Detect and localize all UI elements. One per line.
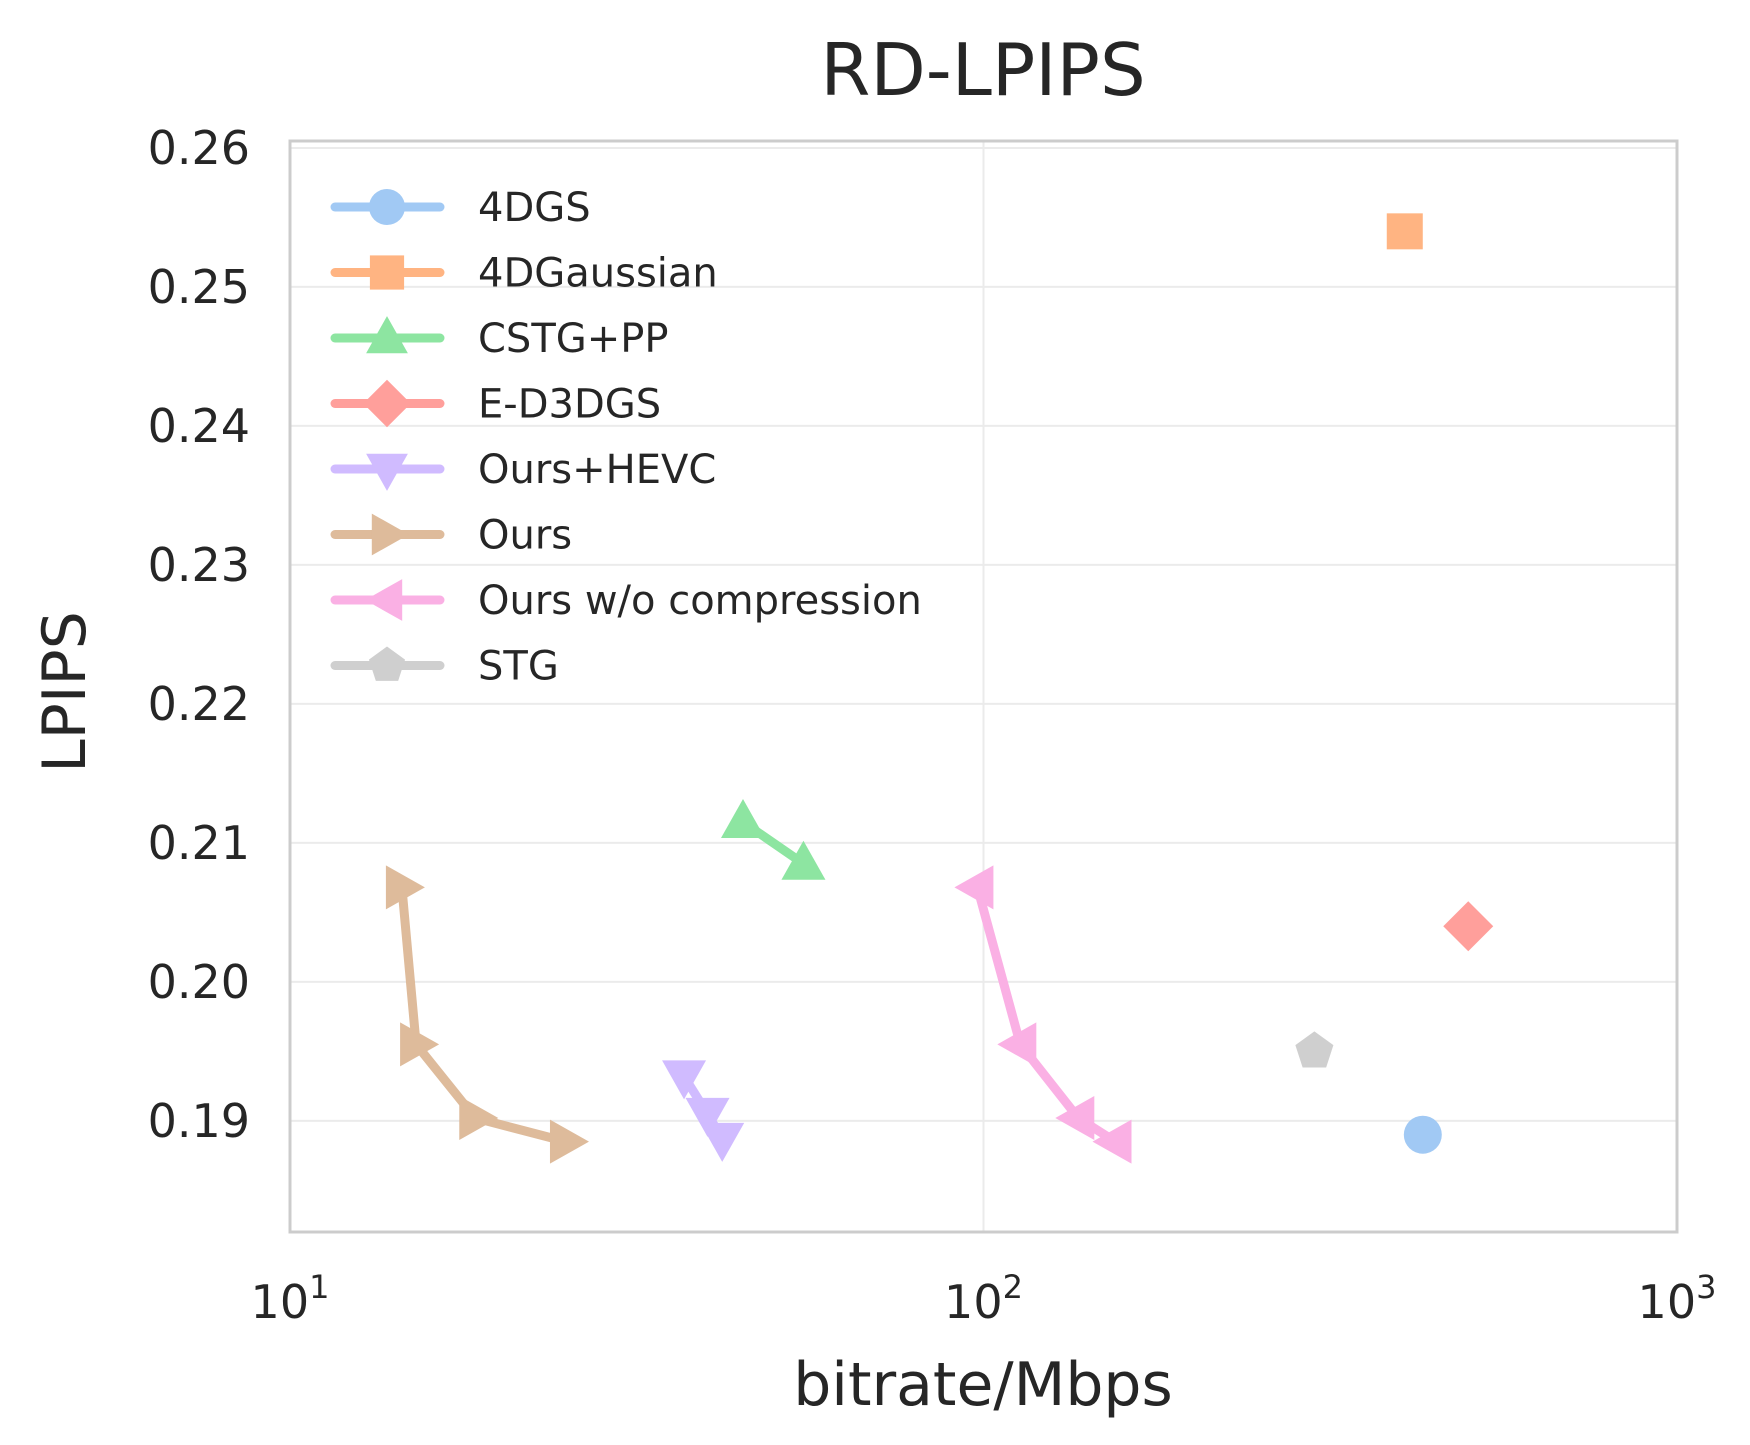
legend-item: E-D3DGS (330, 379, 661, 428)
legend-item: Ours w/o compression (330, 578, 922, 624)
series-ours (385, 865, 589, 1164)
legend-marker (371, 513, 409, 556)
legend-marker (368, 646, 406, 681)
y-tick-label: 0.21 (148, 816, 250, 870)
data-point (385, 865, 425, 910)
y-tick-label: 0.25 (148, 260, 250, 314)
series-4dgs (1403, 1115, 1442, 1154)
data-point (721, 799, 766, 839)
y-tick-label: 0.26 (148, 121, 250, 175)
legend-label: Ours w/o compression (478, 578, 922, 624)
x-tick-label: 103 (1638, 1268, 1717, 1329)
data-point (954, 865, 994, 910)
y-tick-label: 0.23 (148, 538, 250, 592)
x-axis-label: bitrate/Mbps (793, 1350, 1173, 1420)
data-point (685, 1097, 730, 1137)
series-4dgaussian (1386, 213, 1423, 250)
data-point (781, 840, 826, 880)
legend-marker (366, 453, 408, 491)
series-ours-w-o-compression (954, 865, 1132, 1164)
legend-label: 4DGaussian (478, 251, 718, 297)
series-e-d3dgs (1443, 901, 1494, 952)
series-line (972, 882, 1120, 1147)
data-point (997, 1022, 1037, 1067)
legend-label: E-D3DGS (478, 382, 661, 428)
plot-frame (288, 139, 1679, 1234)
data-point (549, 1119, 589, 1164)
y-axis-label: LPIPS (30, 611, 100, 773)
data-point (1403, 1115, 1442, 1154)
legend-label: Ours+HEVC (478, 447, 716, 493)
data-point (700, 1122, 745, 1162)
legend-item: CSTG+PP (330, 316, 669, 362)
y-tick-labels: 0.19 0.20 0.21 0.22 0.23 0.24 0.25 0.26 (148, 121, 250, 1148)
legend-label: CSTG+PP (478, 316, 669, 362)
legend-label: 4DGS (478, 185, 591, 231)
data-point (1092, 1119, 1132, 1164)
series-line (397, 882, 571, 1147)
series-stg (1295, 1031, 1334, 1068)
legend-marker (368, 188, 406, 226)
series-ours-hevc (662, 1060, 745, 1162)
legend-item: 4DGS (330, 185, 591, 231)
legend-item: 4DGaussian (330, 251, 718, 297)
legend-item: STG (330, 644, 559, 690)
data-point (459, 1096, 499, 1141)
x-tick-label: 102 (944, 1268, 1023, 1329)
legend-label: STG (478, 644, 559, 690)
plot-series (385, 213, 1494, 1164)
x-tick-label: 101 (251, 1268, 330, 1329)
legend-marker (369, 255, 405, 290)
legend-marker (365, 579, 403, 621)
legend-item: Ours (330, 513, 572, 559)
series-cstg-pp (721, 799, 826, 880)
y-tick-label: 0.20 (148, 955, 250, 1009)
legend-item: Ours+HEVC (330, 447, 716, 493)
data-point (400, 1022, 440, 1067)
data-point (662, 1060, 707, 1100)
legend-marker (366, 316, 408, 354)
chart-title: RD-LPIPS (820, 28, 1145, 112)
y-tick-label: 0.19 (148, 1094, 250, 1148)
data-point (1055, 1096, 1095, 1141)
x-tick-labels: 101 102 103 (251, 1268, 1717, 1329)
legend: 4DGS 4DGaussian CSTG+PP E-D3DGS Ours+HEVC Our… (330, 185, 922, 690)
legend-label: Ours (478, 513, 572, 559)
legend-marker (363, 379, 411, 428)
data-point (1386, 213, 1423, 250)
y-tick-label: 0.24 (148, 399, 250, 453)
data-point (1443, 901, 1494, 952)
y-tick-label: 0.22 (148, 677, 250, 731)
data-point (1295, 1031, 1334, 1068)
